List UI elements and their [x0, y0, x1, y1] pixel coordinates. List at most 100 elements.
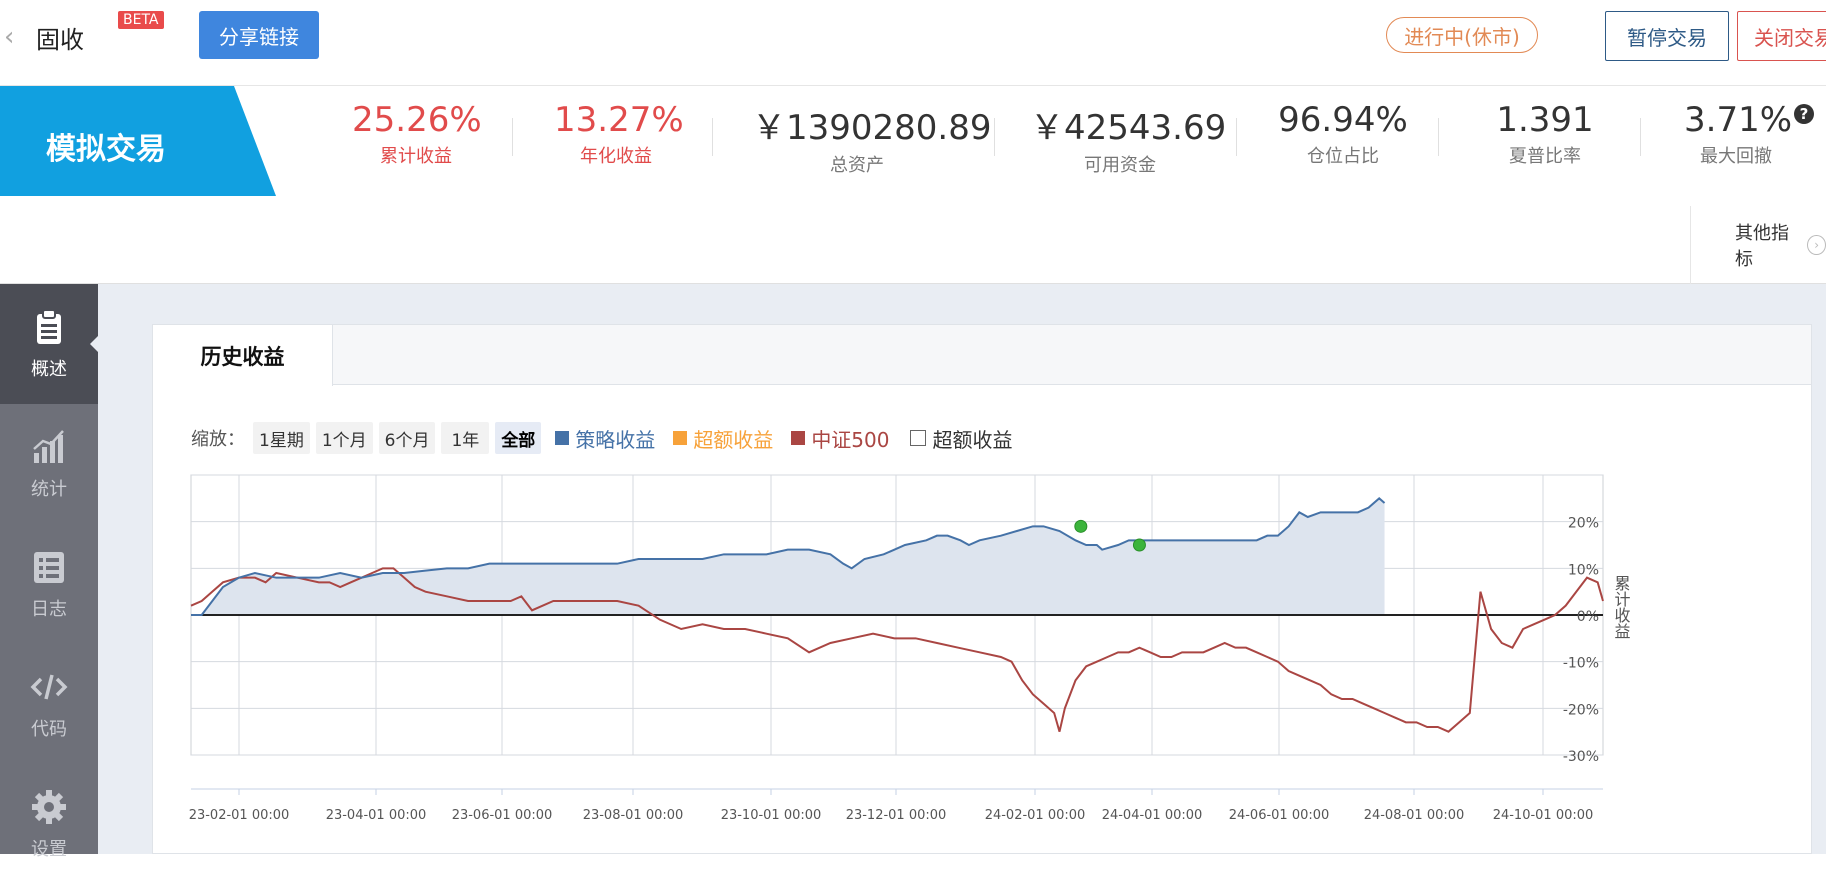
metric-value: 1.391 [1496, 100, 1594, 140]
metric-label: 累计收益 [380, 146, 452, 167]
checkbox-label: 超额收益 [932, 427, 1013, 452]
metric-label: 最大回撤 [1700, 146, 1772, 167]
metric-available-cash: ￥42543.69 可用资金 [1030, 100, 1226, 177]
metric-value: 13.27% [554, 100, 684, 140]
x-tick-label: 23-06-01 00:00 [452, 808, 553, 823]
question-icon[interactable]: ? [1794, 104, 1814, 124]
divider [1640, 118, 1641, 156]
metric-cumulative-return: 25.26% 累计收益 [352, 100, 482, 168]
metric-label: 夏普比率 [1509, 146, 1581, 167]
x-tick-label: 24-06-01 00:00 [1229, 808, 1330, 823]
zoom-6m-button[interactable]: 6个月 [378, 422, 436, 454]
zoom-1y-button[interactable]: 1年 [441, 422, 490, 454]
top-bar: ‹ 固收 BETA 分享链接 进行中(休市) 暂停交易 关闭交易 [0, 0, 1826, 86]
legend-swatch [791, 431, 806, 445]
legend-label: 超额收益 [693, 427, 774, 452]
y-axis-label: 累计收益 [1612, 575, 1631, 639]
divider [712, 118, 713, 156]
y-tick-label: -10% [1563, 656, 1599, 672]
metric-value: 96.94% [1278, 100, 1408, 140]
metric-total-assets: ￥1390280.89 总资产 [752, 100, 992, 177]
zoom-1m-button[interactable]: 1个月 [315, 422, 373, 454]
legend-strategy[interactable]: 策略收益 [555, 424, 655, 453]
beta-badge: BETA [118, 11, 164, 29]
gear-icon [32, 790, 66, 824]
sidebar-item-log[interactable]: 日志 [0, 524, 98, 644]
legend-excess[interactable]: 超额收益 [673, 424, 773, 453]
metric-sharpe-ratio: 1.391 夏普比率 [1490, 100, 1600, 168]
zoom-1w-button[interactable]: 1星期 [253, 422, 310, 454]
mode-banner: 模拟交易 [0, 86, 276, 196]
checkbox-box [909, 430, 926, 446]
code-icon [30, 674, 68, 700]
x-tick-label: 23-08-01 00:00 [583, 808, 684, 823]
share-link-button[interactable]: 分享链接 [199, 11, 319, 59]
history-returns-card: 历史收益 缩放： 1星期 1个月 6个月 1年 全部 策略收益 超额收益 中证5… [152, 324, 1812, 854]
pause-trading-button[interactable]: 暂停交易 [1605, 11, 1729, 61]
other-metrics-label: 其他指标 [1735, 223, 1789, 270]
legend-csi500[interactable]: 中证500 [791, 424, 890, 453]
metric-annualized-return: 13.27% 年化收益 [554, 100, 684, 168]
other-metrics-button[interactable]: 其他指标 › [1690, 206, 1826, 284]
legend-label: 策略收益 [575, 427, 656, 452]
y-tick-label: 10% [1568, 562, 1599, 578]
tab-bar: 历史收益 [153, 325, 1811, 386]
mode-banner-label: 模拟交易 [46, 132, 166, 167]
x-tick-label: 24-04-01 00:00 [1102, 808, 1203, 823]
sub-bar [0, 196, 1826, 284]
divider [512, 118, 513, 156]
metric-label: 年化收益 [580, 146, 652, 167]
sidebar: 概述 统计 日志 代码 [0, 284, 98, 860]
strategy-area [191, 498, 1385, 615]
clipboard-icon [37, 309, 61, 344]
trade-marker [1074, 519, 1088, 533]
sidebar-item-label: 概述 [31, 359, 67, 380]
legend-label: 中证500 [811, 427, 890, 452]
divider [1236, 118, 1237, 156]
metric-label: 可用资金 [1084, 155, 1156, 176]
y-tick-label: -20% [1563, 702, 1599, 718]
sidebar-item-statistics[interactable]: 统计 [0, 404, 98, 524]
x-tick-label: 23-12-01 00:00 [846, 808, 947, 823]
status-badge: 进行中(休市) [1386, 17, 1538, 53]
series-csi500-line [190, 567, 1604, 733]
metric-position-ratio: 96.94% 仓位占比 [1278, 100, 1408, 168]
y-tick-label: 20% [1568, 516, 1599, 532]
zoom-all-button[interactable]: 全部 [495, 422, 542, 454]
metric-max-drawdown: 3.71% 最大回撤 [1684, 100, 1793, 168]
divider [1438, 118, 1439, 156]
sidebar-item-label: 日志 [31, 599, 67, 620]
metric-value: 3.71% [1684, 100, 1793, 140]
excess-return-checkbox[interactable]: 超额收益 [909, 424, 1013, 453]
tab-history-returns[interactable]: 历史收益 [153, 325, 333, 386]
legend-swatch [673, 431, 688, 445]
chart-toolbar: 缩放： 1星期 1个月 6个月 1年 全部 策略收益 超额收益 中证500 超额… [191, 421, 1013, 455]
chevron-left-icon[interactable]: ‹ [4, 22, 15, 52]
x-tick-label: 24-10-01 00:00 [1493, 808, 1594, 823]
bar-chart-icon [33, 430, 64, 463]
metric-label: 总资产 [830, 155, 884, 176]
metric-label: 仓位占比 [1307, 146, 1379, 167]
divider [994, 118, 995, 156]
y-tick-label: -30% [1563, 749, 1599, 765]
series-strategy-line [191, 497, 1386, 616]
x-tick-label: 24-08-01 00:00 [1364, 808, 1465, 823]
list-icon [34, 552, 64, 583]
metric-value: 25.26% [352, 100, 482, 140]
returns-chart: 20% 10% 0% -10% -20% -30% 累计收益 23-02-01 00:00 23… [189, 474, 1631, 823]
chevron-right-icon: › [1807, 235, 1826, 255]
page-title: 固收 [36, 26, 84, 54]
sidebar-item-overview[interactable]: 概述 [0, 284, 98, 404]
trade-marker [1132, 538, 1146, 552]
close-trading-button[interactable]: 关闭交易 [1737, 11, 1826, 61]
metric-value: ￥1390280.89 [752, 108, 992, 148]
sidebar-item-settings[interactable]: 设置 [0, 764, 98, 884]
x-tick-label: 23-02-01 00:00 [189, 808, 290, 823]
zoom-label: 缩放： [191, 429, 245, 450]
x-tick-label: 24-02-01 00:00 [985, 808, 1086, 823]
sidebar-item-code[interactable]: 代码 [0, 644, 98, 764]
sidebar-item-label: 统计 [31, 479, 67, 500]
sidebar-item-label: 设置 [31, 839, 67, 860]
x-tick-label: 23-04-01 00:00 [326, 808, 427, 823]
x-tick-label: 23-10-01 00:00 [721, 808, 822, 823]
